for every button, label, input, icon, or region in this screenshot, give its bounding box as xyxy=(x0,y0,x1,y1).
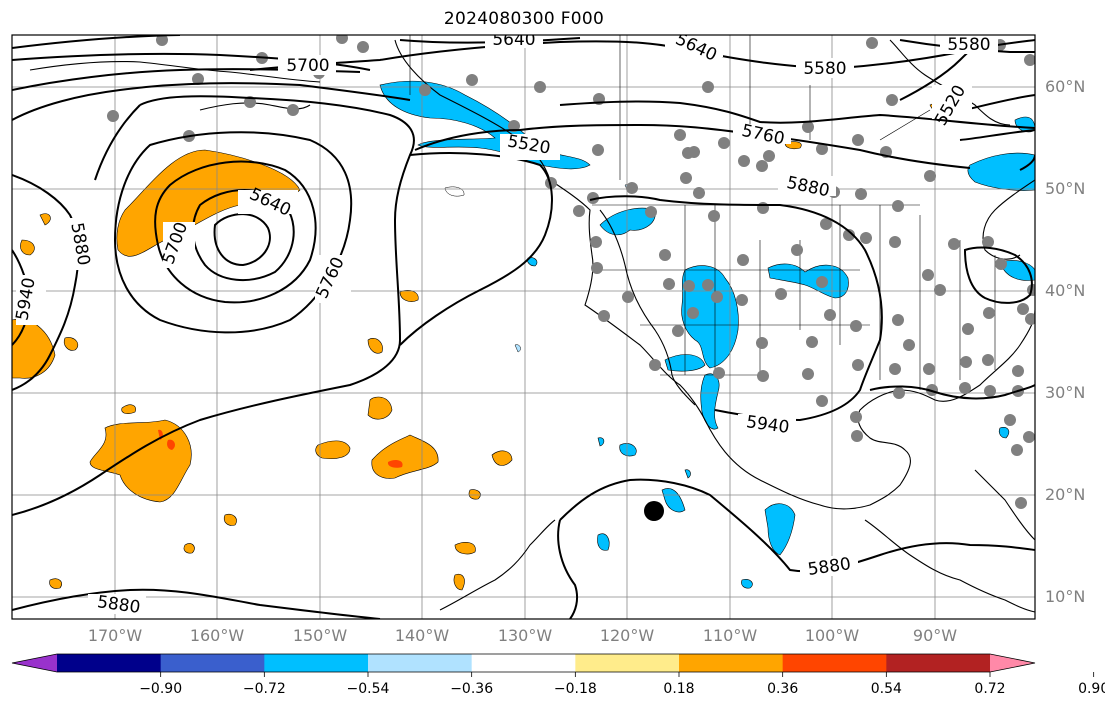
lon-label: 170°W xyxy=(87,626,143,645)
lon-label: 160°W xyxy=(189,626,245,645)
colorbar-tick-label: 0.54 xyxy=(870,681,902,697)
colorbar-tick-label: −0.90 xyxy=(139,681,183,697)
colorbar-segment xyxy=(368,654,473,672)
colorbar-segment xyxy=(57,654,162,672)
colorbar-tick-label: −0.18 xyxy=(553,681,597,697)
colorbar-extend-low xyxy=(12,654,57,672)
height-contours xyxy=(12,35,1035,619)
lon-label: 100°W xyxy=(804,626,860,645)
contour-label-halos xyxy=(16,35,998,614)
contour-label: 5700 xyxy=(286,56,329,76)
lon-label: 150°W xyxy=(292,626,348,645)
colorbar-tick-label: 0.90 xyxy=(1078,681,1105,697)
contour-label: 5580 xyxy=(803,59,846,79)
colorbar-tick-label: −0.36 xyxy=(450,681,494,697)
lat-label: 10°N xyxy=(1045,587,1086,606)
colorbar-tick-label: 0.18 xyxy=(663,681,695,697)
colorbar-segment xyxy=(886,654,991,672)
lon-label: 90°W xyxy=(912,626,958,645)
lon-label: 130°W xyxy=(497,626,553,645)
lon-label: 120°W xyxy=(599,626,655,645)
colorbar-extend-high xyxy=(990,654,1035,672)
map-title: 2024080300 F000 xyxy=(443,9,605,29)
lat-label: 60°N xyxy=(1045,77,1086,96)
contour-label: 5640 xyxy=(492,30,535,50)
colorbar-segment xyxy=(160,654,265,672)
colorbar-segment xyxy=(264,654,369,672)
colorbar-tick-label: 0.72 xyxy=(974,681,1006,697)
lon-label: 110°W xyxy=(702,626,758,645)
lat-label: 30°N xyxy=(1045,383,1086,402)
colorbar-segment xyxy=(575,654,680,672)
colorbar-segment xyxy=(679,654,784,672)
colorbar-tick-label: −0.54 xyxy=(346,681,390,697)
storm-center-dot xyxy=(644,501,664,521)
colorbar xyxy=(11,653,1095,677)
lat-label: 50°N xyxy=(1045,179,1086,198)
colorbar-tick-label: 0.36 xyxy=(767,681,799,697)
colorbar-tick-label: −0.72 xyxy=(242,681,286,697)
colorbar-segment xyxy=(782,654,887,672)
contour-label: 5580 xyxy=(947,35,990,55)
coastlines xyxy=(29,39,1035,613)
plot-frame xyxy=(11,34,1036,620)
graticule xyxy=(12,35,1035,619)
lat-label: 40°N xyxy=(1045,281,1086,300)
colorbar-segment xyxy=(471,654,576,672)
lon-label: 140°W xyxy=(394,626,450,645)
lat-label: 20°N xyxy=(1045,485,1086,504)
